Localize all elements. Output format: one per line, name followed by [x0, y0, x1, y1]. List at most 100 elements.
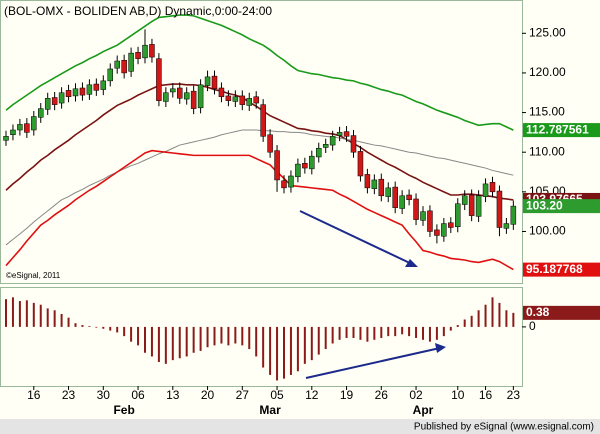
footer-bar — [0, 419, 600, 434]
candle-body — [392, 186, 398, 208]
candle-body — [86, 84, 93, 95]
candle-body — [489, 182, 496, 193]
candle-body — [343, 131, 350, 137]
candle-body — [406, 194, 412, 201]
price-panel — [0, 0, 523, 284]
arrow-head — [405, 259, 418, 267]
month-label: Apr — [413, 403, 434, 417]
candle-body — [197, 84, 204, 109]
candle-body — [496, 190, 503, 228]
x-tick-label: 23 — [507, 388, 521, 402]
trend-arrow — [299, 210, 415, 266]
indicator-line — [5, 83, 514, 201]
series-last-value: 112.787561 — [526, 122, 589, 136]
candle-body — [107, 68, 113, 82]
candle-body — [156, 58, 162, 101]
candle-body — [44, 98, 51, 110]
series-last-value: 95.187768 — [526, 262, 583, 276]
candle-body — [253, 96, 259, 104]
arrow-head — [435, 343, 446, 353]
x-tick-label: 02 — [409, 388, 423, 402]
x-tick-label: 12 — [305, 388, 319, 402]
candle-body — [274, 150, 280, 181]
candle-body — [225, 95, 232, 101]
indicator-panel — [0, 287, 523, 387]
x-tick-label: 10 — [451, 388, 465, 402]
candle-body — [38, 108, 44, 118]
candle-body — [163, 92, 169, 102]
x-tick-label: 19 — [340, 388, 354, 402]
watermark: ©eSignal, 2011 — [6, 271, 61, 280]
x-tick-label: 16 — [27, 388, 41, 402]
x-tick-label: 23 — [62, 388, 76, 402]
candle-body — [267, 134, 273, 153]
candle-body — [399, 195, 405, 209]
indicator-line — [5, 149, 514, 271]
candle-body — [232, 96, 239, 102]
candle-body — [316, 147, 322, 158]
histogram-last-value-box — [523, 305, 600, 320]
candle-body — [100, 80, 107, 90]
candle-body — [170, 88, 176, 93]
x-tick-label: 26 — [375, 388, 389, 402]
candle-body — [17, 124, 23, 131]
x-tick-label: 27 — [236, 388, 250, 402]
candle-body — [434, 229, 440, 236]
candle-body — [204, 76, 211, 86]
candle-body — [3, 136, 9, 141]
candle-body — [350, 135, 357, 153]
x-tick-label: 06 — [131, 388, 145, 402]
x-tick-label: 16 — [479, 388, 493, 402]
series-last-value-box — [523, 123, 600, 138]
candle-body — [461, 195, 468, 205]
candle-body — [336, 132, 343, 136]
trend-arrow — [305, 347, 441, 379]
candle-body — [378, 178, 385, 197]
indicator-line — [5, 129, 514, 246]
candle-body — [246, 98, 252, 106]
x-tick-label: 20 — [201, 388, 215, 402]
candle-body — [322, 144, 329, 148]
candle-body — [295, 163, 301, 178]
candle-body — [441, 223, 447, 237]
series-last-value-box — [523, 262, 600, 277]
y-tick-label: 120.00 — [529, 65, 566, 79]
candle-body — [281, 180, 287, 189]
month-label: Mar — [259, 403, 281, 417]
y-tick-label: 100.00 — [529, 224, 566, 238]
candle-body — [121, 59, 127, 74]
candle-body — [427, 210, 433, 232]
indicator-line — [5, 14, 514, 131]
candle-body — [482, 183, 489, 197]
x-tick-label: 05 — [270, 388, 284, 402]
candle-body — [31, 116, 37, 131]
candle-body — [468, 194, 475, 216]
candle-body — [239, 95, 246, 105]
candle-body — [385, 187, 391, 197]
candle-body — [135, 52, 141, 59]
histogram-last-value: 0.38 — [526, 305, 550, 319]
candle-body — [72, 88, 79, 97]
candle-body — [371, 179, 378, 189]
candle-body — [329, 136, 336, 146]
candle-body — [65, 90, 72, 97]
x-tick-label: 30 — [97, 388, 111, 402]
month-label: Feb — [113, 403, 134, 417]
candle-body — [183, 92, 190, 100]
y-tick-label: 110.00 — [529, 144, 565, 158]
candle-body — [149, 44, 155, 58]
close-last-value: 103.20 — [526, 198, 563, 212]
candle-body — [413, 198, 419, 220]
candle-body — [79, 87, 86, 96]
candle-body — [455, 203, 461, 227]
y-tick-label: 125.00 — [529, 25, 566, 39]
candle-body — [93, 83, 100, 91]
footer: Published by eSignal (www.esignal.com) — [414, 422, 594, 433]
candle-body — [420, 211, 426, 221]
marks: 100.00105.00110.00115.00120.00125.00112.… — [3, 14, 600, 417]
candle-body — [190, 90, 197, 109]
candle-body — [211, 75, 218, 90]
candle-body — [357, 151, 364, 177]
x-tick-label: 13 — [166, 388, 180, 402]
